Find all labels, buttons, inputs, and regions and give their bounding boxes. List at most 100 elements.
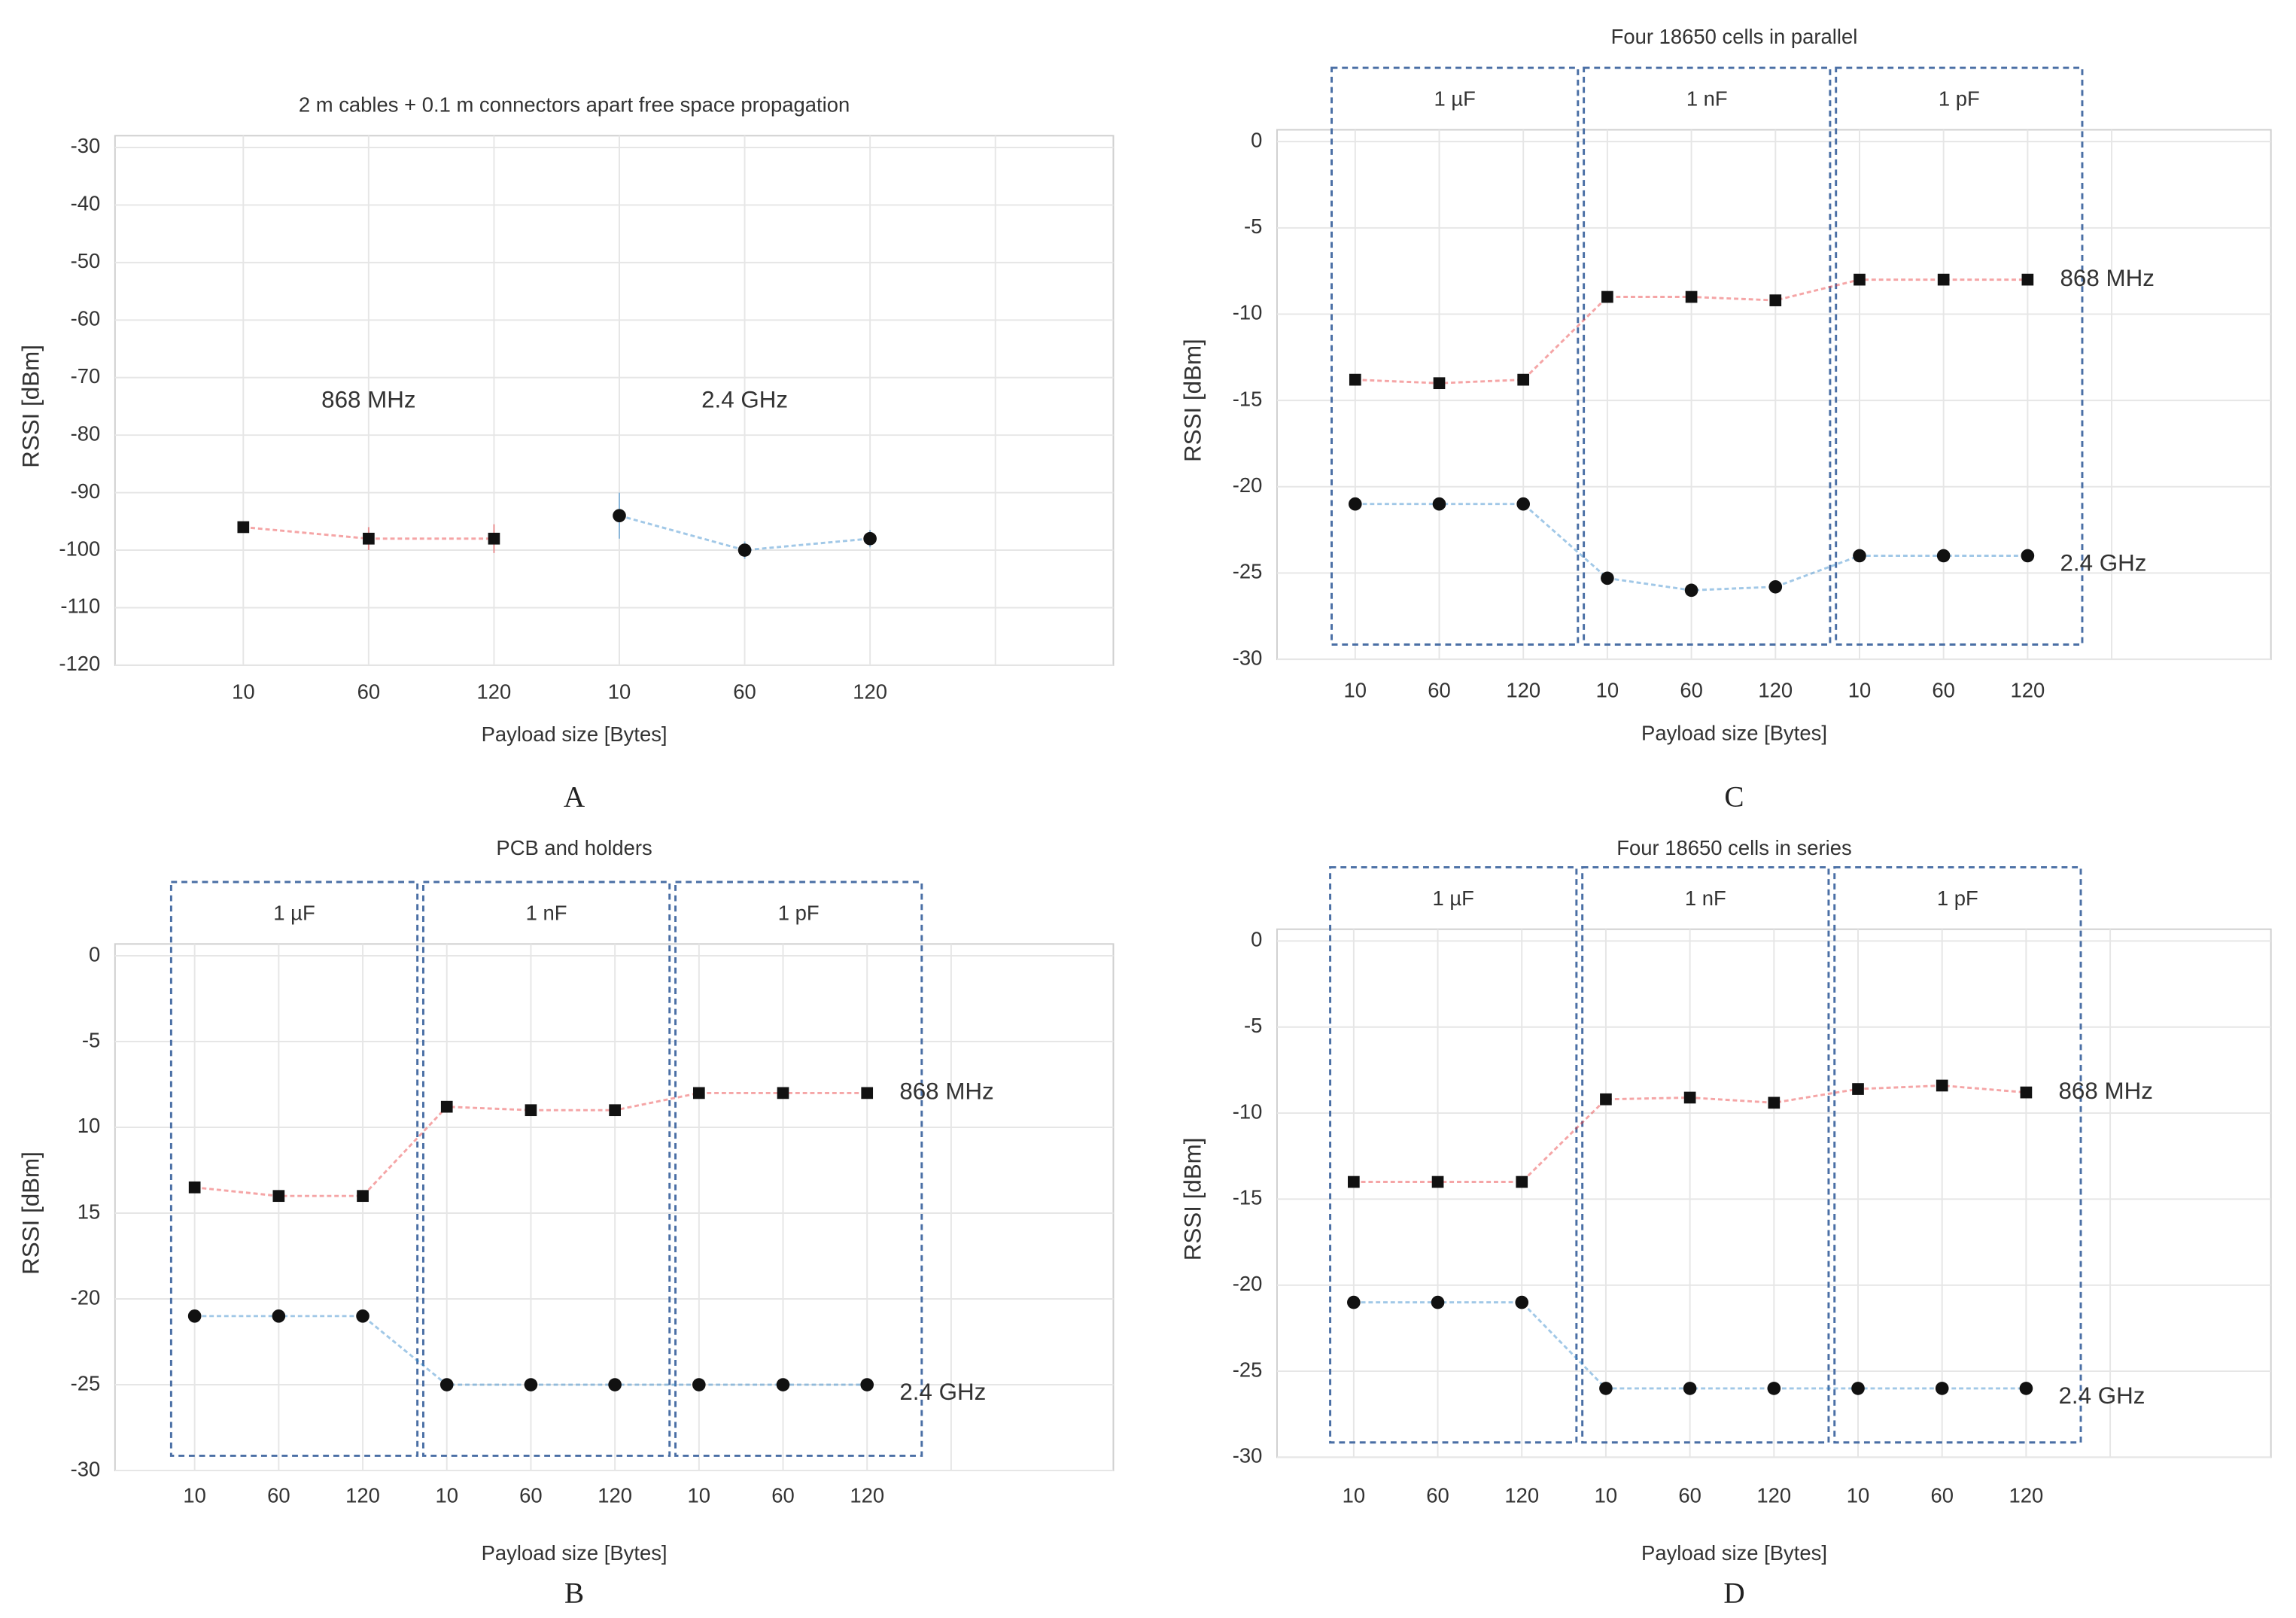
y-tick-label: -5 [1244, 214, 1262, 238]
marker [237, 521, 250, 534]
marker [2021, 273, 2034, 286]
y-tick-label: -100 [59, 537, 100, 560]
x-tick-label: 120 [1758, 678, 1793, 701]
y-tick-label: -15 [1233, 387, 1263, 410]
series-label: 2.4 GHz [2059, 1382, 2145, 1409]
marker [1599, 1382, 1613, 1395]
marker [272, 1190, 285, 1203]
panel-letter: C [1724, 780, 1744, 813]
marker [2021, 549, 2035, 563]
marker [188, 1181, 201, 1194]
series-label: 2.4 GHz [899, 1379, 986, 1405]
marker [613, 509, 626, 522]
marker [525, 1104, 537, 1117]
y-axis-label: RSSI [dBm] [1180, 1138, 1206, 1261]
y-tick-label: 0 [1251, 928, 1262, 951]
y-tick-label: -20 [71, 1285, 101, 1309]
y-tick-label: -25 [1233, 1358, 1263, 1381]
group-label: 1 pF [1937, 887, 1978, 910]
y-tick-label: -110 [60, 595, 100, 618]
series-label: 868 MHz [2059, 1078, 2153, 1104]
panel-letter: D [1723, 1577, 1744, 1610]
marker [187, 1309, 202, 1323]
group-box [421, 880, 671, 1457]
marker [1683, 1382, 1697, 1395]
plot-frame [1276, 129, 2272, 661]
marker [777, 1087, 789, 1099]
chart-title: PCB and holders [496, 836, 652, 859]
marker [439, 1378, 454, 1391]
marker [1349, 373, 1361, 386]
y-tick-label: -20 [1233, 473, 1263, 497]
y-tick-label: -30 [1233, 646, 1263, 669]
marker [1601, 571, 1614, 585]
group-box [1835, 66, 2084, 646]
group-label: 1 pF [778, 901, 820, 924]
marker [1600, 1093, 1612, 1106]
series-label: 2.4 GHz [701, 386, 788, 412]
marker [356, 1309, 369, 1323]
y-tick-label: -80 [71, 421, 101, 445]
x-tick-label: 10 [232, 680, 255, 703]
x-tick-label: 60 [1932, 678, 1955, 701]
x-tick-label: 10 [608, 680, 631, 703]
marker [1431, 1295, 1445, 1309]
y-tick-label: -40 [71, 192, 101, 215]
group-box [1581, 865, 1830, 1444]
chart-title: Four 18650 cells in series [1616, 836, 1851, 859]
x-tick-label: 120 [1504, 1484, 1539, 1507]
x-axis-label: Payload size [Bytes] [482, 722, 668, 746]
series-label: 2.4 GHz [2060, 550, 2146, 576]
x-tick-label: 60 [733, 680, 756, 703]
marker [1433, 377, 1446, 390]
group-label: 1 nF [1686, 87, 1728, 111]
x-tick-label: 60 [771, 1484, 795, 1507]
y-axis-label: RSSI [dBm] [17, 1151, 44, 1275]
x-tick-label: 10 [435, 1484, 458, 1507]
group-label: 1 µF [273, 901, 315, 924]
x-tick-label: 120 [477, 680, 512, 703]
y-tick-label: -20 [1233, 1272, 1263, 1295]
marker [1935, 1382, 1949, 1395]
y-tick-label: -5 [82, 1028, 100, 1051]
marker [609, 1104, 621, 1117]
group-box [1833, 865, 2082, 1444]
x-tick-label: 120 [1506, 678, 1540, 701]
y-tick-label: 0 [1251, 128, 1262, 151]
marker [1515, 1295, 1529, 1309]
panel-letter: B [564, 1577, 584, 1610]
marker [1432, 497, 1446, 511]
marker [1851, 1382, 1865, 1395]
chart-title: Four 18650 cells in parallel [1611, 25, 1858, 48]
marker [524, 1378, 538, 1391]
y-tick-label: 10 [78, 1114, 101, 1137]
marker [1348, 1175, 1360, 1188]
marker [1936, 1079, 1948, 1092]
marker [1683, 1091, 1696, 1104]
group-box [1583, 66, 1832, 646]
marker [1431, 1175, 1444, 1188]
y-tick-label: -60 [71, 307, 101, 330]
series-line [194, 1315, 868, 1386]
y-tick-label: -70 [71, 364, 101, 388]
y-tick-label: -25 [71, 1371, 101, 1394]
marker [861, 1087, 874, 1099]
x-tick-label: 60 [267, 1484, 290, 1507]
x-tick-label: 120 [2010, 678, 2045, 701]
series-line [194, 1091, 868, 1197]
group-label: 1 µF [1433, 887, 1474, 910]
marker [1601, 290, 1613, 303]
x-tick-label: 10 [1344, 678, 1367, 701]
y-axis-label: RSSI [dBm] [17, 345, 44, 468]
y-tick-label: -15 [1233, 1186, 1263, 1209]
marker [1937, 273, 1950, 286]
y-tick-label: -25 [1233, 560, 1263, 583]
group-label: 1 nF [526, 901, 567, 924]
marker [776, 1378, 790, 1391]
y-tick-label: -5 [1244, 1014, 1262, 1037]
x-tick-label: 60 [1426, 1484, 1449, 1507]
y-tick-label: 0 [89, 942, 100, 966]
group-box [1330, 66, 1580, 646]
x-tick-label: 120 [598, 1484, 632, 1507]
marker [357, 1190, 369, 1203]
